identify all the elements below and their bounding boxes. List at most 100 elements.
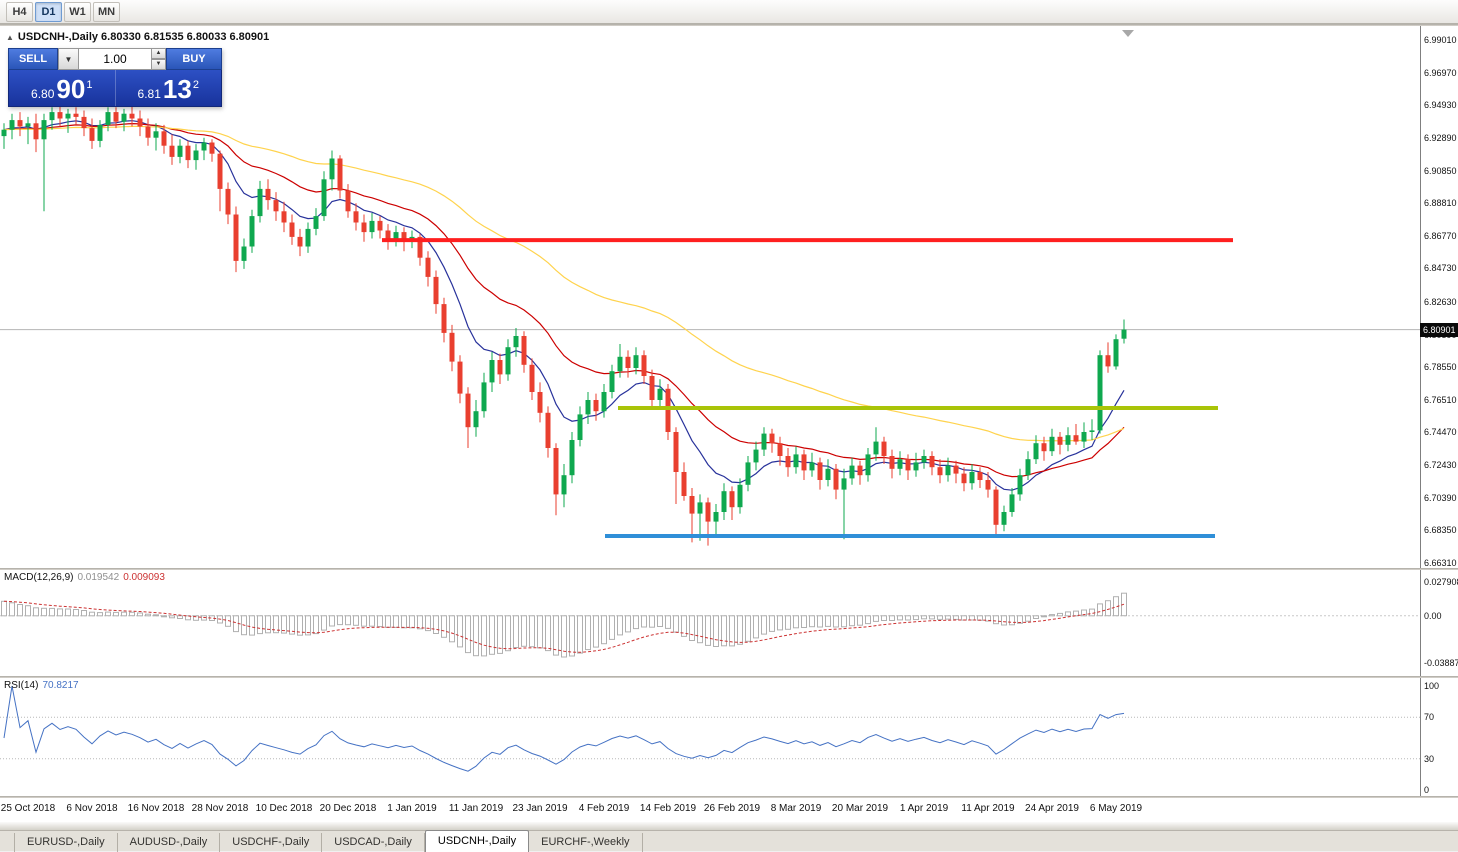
price-tick: 6.82630 [1424,296,1457,307]
buy-price[interactable]: 6.81 13 2 [116,70,222,106]
stepper-up-icon[interactable]: ▲ [152,48,166,59]
date-label: 28 Nov 2018 [191,803,249,814]
macd-scale-tick: 0.00 [1424,610,1442,621]
timeframe-button-mn[interactable]: MN [93,1,120,22]
pane-separator[interactable] [0,796,1458,798]
date-label: 1 Apr 2019 [899,803,949,814]
rsi-label: RSI(14) 70.8217 [4,680,79,691]
macd-name: MACD(12,26,9) [4,572,74,583]
date-label: 14 Feb 2019 [639,803,697,814]
price-tick: 6.88810 [1424,198,1457,209]
rsi-panel: RSI(14) 70.8217 100 70 30 0 [0,678,1458,796]
sell-price-big: 90 [56,74,86,104]
rsi-scale-tick: 0 [1424,785,1430,795]
chart-tab-eurusd[interactable]: EURUSD-,Daily [14,833,118,852]
pane-separator[interactable] [0,676,1458,678]
price-tick: 6.96970 [1424,67,1457,78]
buy-price-small: 6.81 [137,87,161,101]
sell-button[interactable]: SELL [8,48,58,70]
price-tick: 6.72430 [1424,460,1457,471]
price-tick: 6.99010 [1424,35,1457,45]
date-label: 11 Jan 2019 [448,803,504,814]
macd-panel: MACD(12,26,9) 0.019542 0.009093 0.027908 0.… [0,570,1458,676]
date-label: 24 Apr 2019 [1025,803,1079,814]
chart-title: ▲ USDCNH-,Daily 6.80330 6.81535 6.80033 6… [6,31,269,43]
bottom-bar: EURUSD-,Daily AUDUSD-,Daily USDCHF-,Daily U… [0,822,1458,852]
price-tick: 6.74470 [1424,427,1457,438]
rsi-scale-tick: 30 [1424,753,1435,764]
rsi-value: 70.8217 [42,680,79,691]
candlestick-chart-canvas[interactable] [0,26,1420,568]
date-label: 1 Jan 2019 [387,803,437,814]
date-label: 6 May 2019 [1089,803,1143,814]
sell-price-small: 6.80 [31,87,55,101]
buy-price-sup: 2 [192,79,199,91]
volume-stepper: ▲ ▼ [152,48,166,70]
pane-separator[interactable] [0,24,1458,26]
macd-label: MACD(12,26,9) 0.019542 0.009093 [4,572,165,583]
collapse-arrow-icon[interactable]: ▲ [6,33,14,42]
chart-shift-marker-icon[interactable] [1122,30,1134,37]
date-label: 23 Jan 2019 [512,803,568,814]
chevron-down-icon: ▼ [64,54,73,64]
rsi-scale-tick: 100 [1424,681,1440,691]
stepper-down-icon[interactable]: ▼ [152,59,166,70]
price-tick: 6.76510 [1424,394,1457,405]
one-click-trading-widget: SELL ▼ ▲ ▼ BUY 6.80 90 1 6.81 [8,48,222,107]
date-label: 10 Dec 2018 [255,803,313,814]
date-label: 6 Nov 2018 [66,803,118,814]
volume-dropdown-button[interactable]: ▼ [58,48,79,70]
chart-tab-usdcnh[interactable]: USDCNH-,Daily [424,830,530,852]
date-label: 26 Feb 2019 [703,803,761,814]
buy-price-big: 13 [162,74,192,104]
volume-input[interactable] [79,48,152,70]
chart-tab-eurchf[interactable]: EURCHF-,Weekly [529,833,643,852]
sell-price-sup: 1 [86,79,93,91]
price-tick: 6.84730 [1424,263,1457,274]
chart-tab-audusd[interactable]: AUDUSD-,Daily [118,833,221,852]
price-tick: 6.66310 [1424,558,1457,568]
rsi-scale-axis[interactable]: 100 70 30 0 [1420,678,1458,796]
macd-scale-axis[interactable]: 0.027908 0.00 -0.03887 [1420,570,1458,676]
buy-button[interactable]: BUY [166,48,222,70]
date-axis[interactable]: 25 Oct 2018 6 Nov 2018 16 Nov 2018 28 Nov 2… [0,798,1458,822]
date-label: 20 Mar 2019 [831,803,889,814]
rsi-name: RSI(14) [4,680,39,691]
price-tick: 6.94930 [1424,100,1457,111]
price-tick: 6.68350 [1424,525,1457,536]
sell-price[interactable]: 6.80 90 1 [9,70,116,106]
main-chart-pane: ▲ USDCNH-,Daily 6.80330 6.81535 6.80033 6… [0,26,1458,568]
price-tick: 6.86770 [1424,230,1457,241]
macd-scale-tick: 0.027908 [1424,577,1458,588]
timeframe-button-group: H4 D1 W1 MN [6,1,122,22]
date-label: 16 Nov 2018 [127,803,185,814]
rsi-scale-tick: 70 [1424,712,1435,723]
macd-scale-tick: -0.03887 [1424,657,1458,668]
chart-tab-usdchf[interactable]: USDCHF-,Daily [220,833,323,852]
date-label: 8 Mar 2019 [770,803,822,814]
price-tick: 6.92890 [1424,132,1457,143]
timeframe-button-h4[interactable]: H4 [6,1,33,22]
date-label: 20 Dec 2018 [319,803,377,814]
chart-tab-usdcad[interactable]: USDCAD-,Daily [322,833,425,852]
date-label: 25 Oct 2018 [0,803,56,814]
timeframe-button-d1[interactable]: D1 [35,1,62,22]
date-label: 4 Feb 2019 [578,803,630,814]
trade-controls-row: SELL ▼ ▲ ▼ BUY [8,48,222,70]
date-label: 11 Apr 2019 [961,803,1015,814]
price-tick: 6.70390 [1424,492,1457,503]
timeframe-button-w1[interactable]: W1 [64,1,91,22]
rsi-canvas[interactable] [0,678,1420,796]
price-tick: 6.78550 [1424,362,1457,373]
bottom-scrollbar[interactable] [0,822,1458,831]
timeframe-toolbar: H4 D1 W1 MN [0,0,1458,24]
price-tick: 6.90850 [1424,165,1457,176]
pane-separator[interactable] [0,568,1458,570]
price-axis[interactable]: 6.99010 6.96970 6.94930 6.92890 6.90850 6.888… [1420,26,1458,568]
macd-main-value: 0.019542 [77,572,120,583]
chart-tabs: EURUSD-,Daily AUDUSD-,Daily USDCHF-,Daily U… [0,830,1458,852]
trade-prices-row: 6.80 90 1 6.81 13 2 [8,70,222,107]
chart-title-text: USDCNH-,Daily 6.80330 6.81535 6.80033 6.… [17,31,270,43]
macd-canvas[interactable] [0,570,1420,676]
